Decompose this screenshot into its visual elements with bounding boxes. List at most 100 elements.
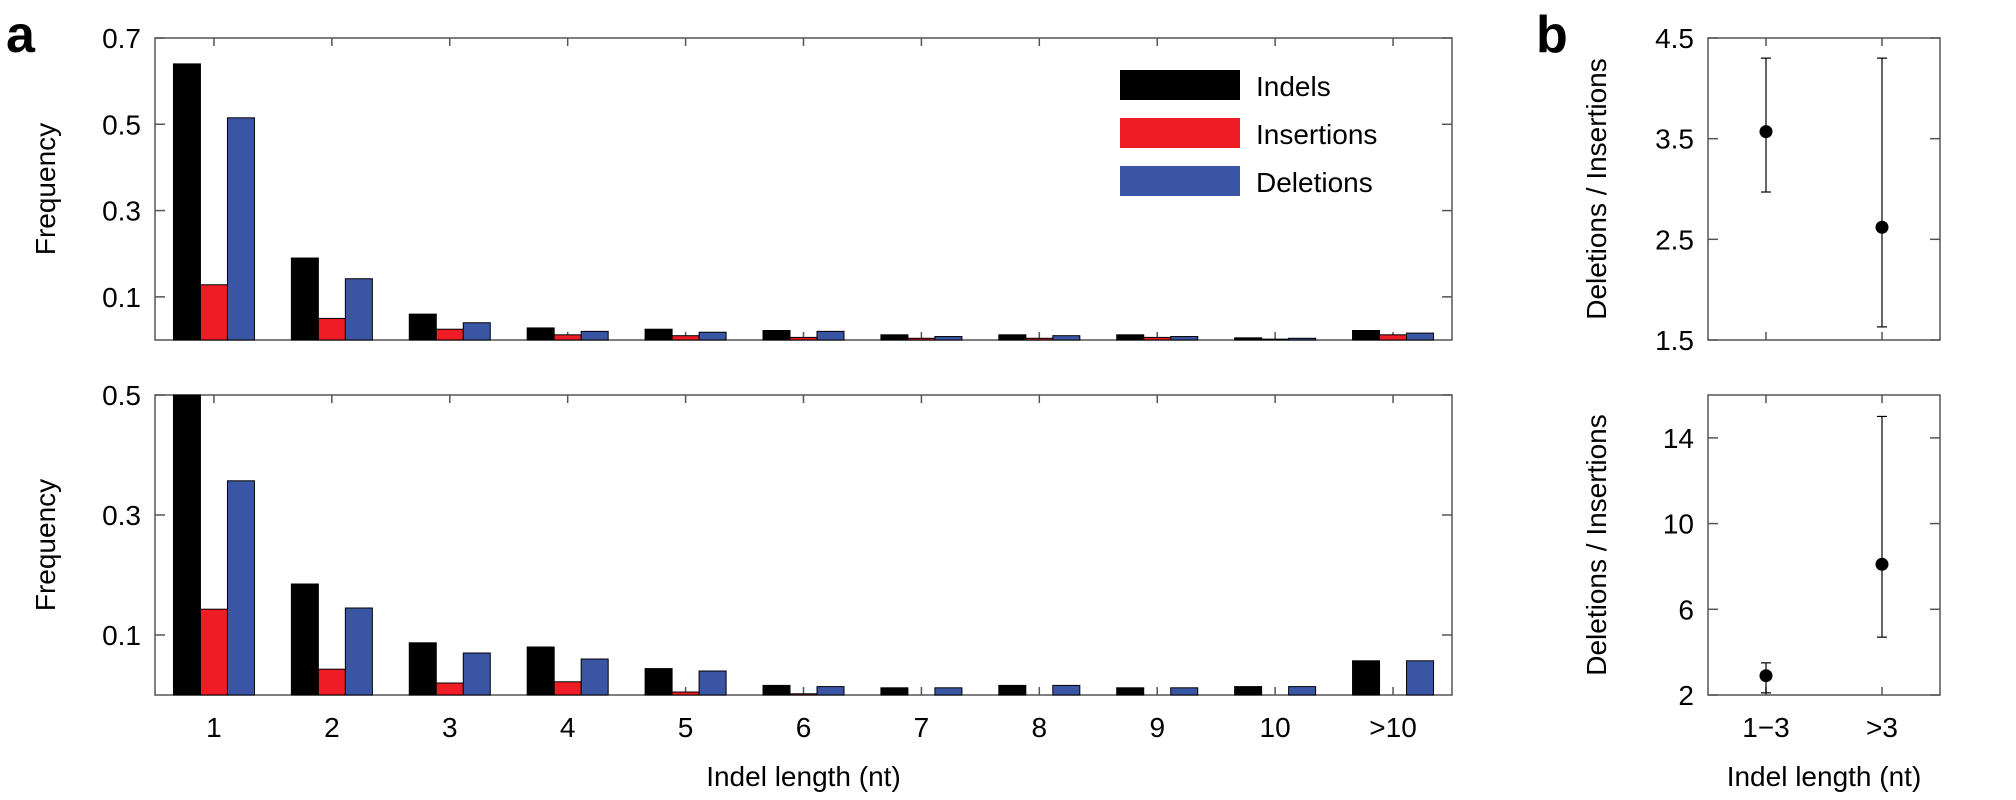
bar-deletions: [462, 322, 491, 341]
y-axis-title: Frequency: [30, 123, 61, 255]
bar-insertions: [199, 284, 228, 341]
chart-4: 2 6 10 14 Deletions / Insertions Indel length…: [1581, 394, 1941, 792]
y-tick-label: 1.5: [1655, 325, 1694, 356]
data-point: [1759, 669, 1773, 683]
legend-label-deletions: Deletions: [1256, 167, 1373, 198]
x-tick-label: 2: [324, 712, 340, 743]
bar-insertions: [1261, 338, 1290, 341]
bar-insertions: [553, 681, 582, 696]
bar-deletions: [1288, 337, 1317, 341]
bar-indels: [1352, 330, 1381, 341]
bar-indels: [1116, 334, 1145, 341]
bar-insertions: [789, 693, 818, 696]
bar-insertions: [1025, 337, 1054, 341]
bar-deletions: [344, 607, 373, 696]
bar-insertions: [1143, 336, 1172, 341]
y-tick-label: 2: [1678, 680, 1694, 711]
x-tick-label: 7: [914, 712, 930, 743]
legend-swatch-insertions: [1120, 118, 1240, 148]
data-point: [1875, 557, 1889, 571]
bar-insertions: [1379, 334, 1408, 341]
bar-deletions: [934, 336, 963, 341]
bar-deletions: [580, 330, 609, 341]
bar-indels: [408, 313, 437, 341]
bar-insertions: [199, 608, 228, 696]
bar-indels: [880, 687, 909, 696]
bar-deletions: [226, 480, 255, 696]
bar-deletions: [816, 330, 845, 341]
y-tick-label: 0.1: [102, 282, 141, 313]
x-tick-label: 8: [1032, 712, 1048, 743]
bar-indels: [644, 668, 673, 696]
bar-indels: [998, 684, 1027, 696]
y-tick-label: 4.5: [1655, 23, 1694, 54]
x-tick-label: 9: [1149, 712, 1165, 743]
bar-indels: [1116, 687, 1145, 696]
bar-deletions: [1288, 686, 1317, 696]
y-tick-label: 6: [1678, 594, 1694, 625]
y-tick-label: 0.5: [102, 380, 141, 411]
y-axis-title: Frequency: [30, 479, 61, 611]
y-tick-label: 0.7: [102, 23, 141, 54]
x-tick-label: 1−3: [1742, 712, 1790, 743]
y-axis-title: Deletions / Insertions: [1581, 58, 1612, 319]
x-tick-label: 6: [796, 712, 812, 743]
bar-indels: [880, 334, 909, 341]
x-axis-title: Indel length (nt): [706, 761, 901, 792]
y-axis-title: Deletions / Insertions: [1581, 414, 1612, 675]
bar-deletions: [816, 686, 845, 696]
bar-indels: [762, 684, 791, 696]
bar-deletions: [1170, 336, 1199, 341]
y-tick-label: 0.3: [102, 196, 141, 227]
bar-indels: [408, 642, 437, 696]
x-tick-label: 10: [1260, 712, 1291, 743]
bar-indels: [1352, 660, 1381, 696]
bar-indels: [998, 334, 1027, 341]
y-tick-label: 14: [1663, 423, 1694, 454]
bar-indels: [644, 328, 673, 341]
legend-label-indels: Indels: [1256, 71, 1331, 102]
x-tick-label: 4: [560, 712, 576, 743]
bar-insertions: [671, 691, 700, 696]
bar-deletions: [698, 670, 727, 696]
bar-deletions: [1406, 332, 1435, 341]
bar-indels: [1234, 686, 1263, 696]
y-tick-label: 0.5: [102, 109, 141, 140]
plot-frame: [1707, 394, 1941, 696]
bar-indels: [172, 63, 201, 341]
bar-insertions: [553, 334, 582, 341]
bar-insertions: [435, 682, 464, 696]
data-point: [1875, 220, 1889, 234]
bar-indels: [172, 394, 201, 696]
chart-3: 1.5 2.5 3.5 4.5 Deletions / Insertions: [1581, 23, 1941, 356]
bar-deletions: [226, 117, 255, 341]
bar-deletions: [1170, 687, 1199, 696]
x-tick-label: 3: [442, 712, 458, 743]
y-tick-label: 0.3: [102, 500, 141, 531]
bar-deletions: [1052, 684, 1081, 696]
bar-indels: [290, 257, 319, 341]
bar-insertions: [317, 317, 346, 341]
data-point: [1759, 125, 1773, 139]
panel-label-b: b: [1536, 6, 1568, 64]
bar-indels: [526, 646, 555, 696]
bar-insertions: [435, 328, 464, 341]
bar-indels: [526, 327, 555, 341]
bar-deletions: [1052, 335, 1081, 341]
x-tick-label: >3: [1866, 712, 1898, 743]
y-tick-label: 2.5: [1655, 224, 1694, 255]
bar-deletions: [934, 687, 963, 696]
panel-label-a: a: [6, 6, 36, 64]
bar-deletions: [462, 652, 491, 696]
y-tick-label: 3.5: [1655, 124, 1694, 155]
bar-insertions: [907, 337, 936, 341]
legend-swatch-deletions: [1120, 166, 1240, 196]
y-tick-label: 0.1: [102, 620, 141, 651]
bar-insertions: [789, 336, 818, 341]
plot-frame: [1707, 37, 1941, 341]
x-axis-title: Indel length (nt): [1727, 761, 1922, 792]
bar-deletions: [580, 658, 609, 696]
bar-indels: [1234, 337, 1263, 341]
x-tick-label: 1: [206, 712, 222, 743]
